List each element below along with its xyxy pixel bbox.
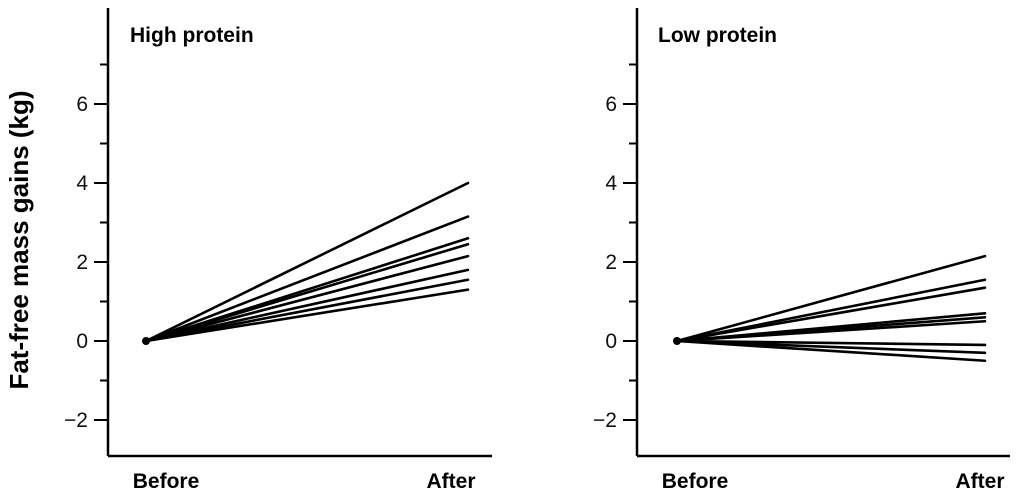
series-line-8 bbox=[144, 288, 470, 343]
tick-label: 4 bbox=[76, 172, 88, 195]
y-axis-title: Fat-free mass gains (kg) bbox=[4, 90, 34, 389]
series-line-6 bbox=[675, 319, 987, 343]
tick-label: 0 bbox=[605, 330, 617, 353]
category-label-after: After bbox=[955, 470, 1004, 493]
tick-label: 6 bbox=[605, 93, 617, 116]
tick-label: 2 bbox=[76, 251, 88, 274]
tick-label: 0 bbox=[76, 330, 88, 353]
series-line-9 bbox=[675, 339, 987, 363]
category-label-before: Before bbox=[133, 470, 200, 493]
panel-low-protein: −2 0 2 4 6 Low protein Before After bbox=[593, 8, 1010, 493]
series-line-7 bbox=[675, 339, 987, 347]
start-point bbox=[142, 337, 150, 345]
panel-high-protein: −2 0 2 4 6 High protein Before After bbox=[64, 8, 492, 493]
series-line-4 bbox=[144, 242, 470, 343]
series-line-2 bbox=[144, 215, 470, 343]
series-line-1 bbox=[675, 254, 987, 343]
category-label-before: Before bbox=[662, 470, 729, 493]
start-point bbox=[673, 337, 681, 345]
series-line-1 bbox=[144, 181, 470, 343]
series-line-3 bbox=[675, 286, 987, 343]
tick-label: 2 bbox=[605, 251, 617, 274]
tick-label: 4 bbox=[605, 172, 617, 195]
tick-label: −2 bbox=[593, 409, 617, 432]
panel-title: High protein bbox=[130, 24, 254, 47]
panel-title: Low protein bbox=[658, 24, 777, 47]
series-line-6 bbox=[144, 268, 470, 343]
category-label-after: After bbox=[426, 470, 475, 493]
series-line-7 bbox=[144, 278, 470, 343]
tick-label: −2 bbox=[64, 409, 88, 432]
tick-label: 6 bbox=[76, 93, 88, 116]
series-line-8 bbox=[675, 339, 987, 355]
series-line-5 bbox=[144, 254, 470, 343]
